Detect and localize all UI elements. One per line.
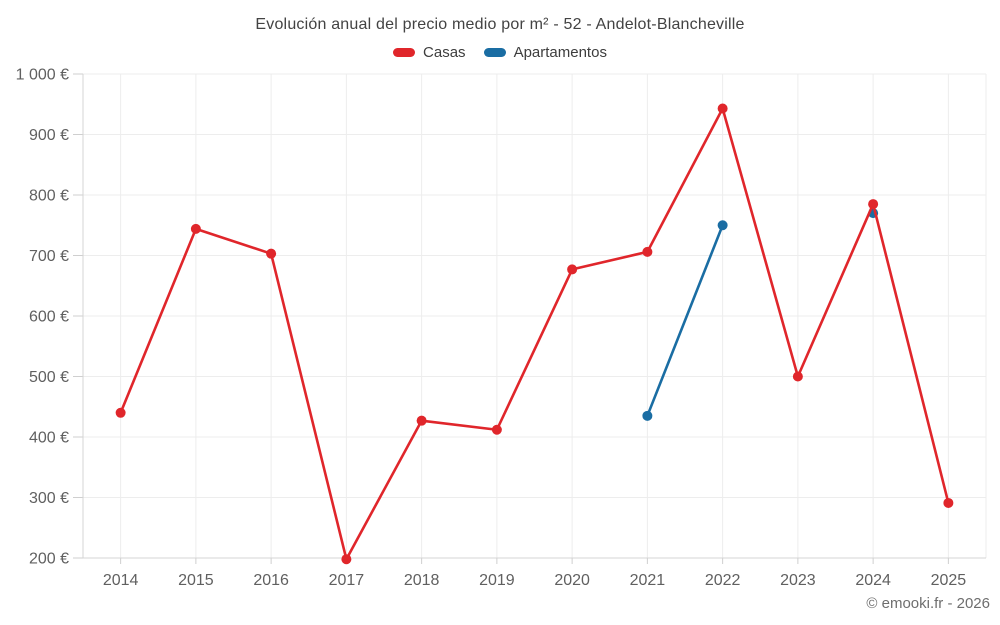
data-point-casas-2021[interactable] [642,246,653,257]
x-tick-label: 2017 [329,572,365,589]
data-point-casas-2017[interactable] [341,554,352,565]
data-point-casas-2016[interactable] [266,248,277,259]
x-tick-label: 2022 [705,572,741,589]
x-tick-label: 2015 [178,572,214,589]
y-tick-label: 500 € [29,369,69,386]
y-tick-label: 600 € [29,309,69,326]
data-point-casas-2019[interactable] [491,424,502,435]
copyright-text: © emooki.fr - 2026 [866,595,990,612]
legend-label-casas: Casas [423,44,466,61]
y-tick-label: 700 € [29,248,69,265]
casas-swatch-icon [393,48,416,57]
data-point-casas-2023[interactable] [792,371,803,382]
x-tick-label: 2020 [554,572,590,589]
data-point-casas-2014[interactable] [115,407,126,418]
x-tick-label: 2023 [780,572,816,589]
x-tick-label: 2025 [931,572,967,589]
data-point-casas-2018[interactable] [416,415,427,426]
x-tick-label: 2019 [479,572,515,589]
legend-item-casas[interactable]: Casas [393,44,466,61]
legend-label-apartamentos: Apartamentos [513,44,607,61]
x-tick-label: 2018 [404,572,440,589]
y-tick-label: 200 € [29,551,69,568]
apartamentos-swatch-icon [483,48,506,57]
y-tick-label: 400 € [29,430,69,447]
legend: Casas Apartamentos [0,44,1000,61]
y-tick-label: 300 € [29,490,69,507]
data-point-casas-2015[interactable] [190,223,201,234]
line-apartamentos [646,223,724,418]
x-tick-label: 2021 [630,572,666,589]
chart-title: Evolución anual del precio medio por m² … [255,16,745,33]
data-point-casas-2024[interactable] [868,199,879,210]
data-point-casas-2020[interactable] [567,264,578,275]
data-point-apartamentos-2021[interactable] [642,410,653,421]
y-tick-label: 800 € [29,188,69,205]
data-point-casas-2025[interactable] [943,497,954,508]
legend-item-apartamentos[interactable]: Apartamentos [483,44,607,61]
data-point-apartamentos-2022[interactable] [717,220,728,231]
x-tick-label: 2014 [103,572,139,589]
y-tick-label: 900 € [29,127,69,144]
line-casas [119,107,950,561]
x-tick-label: 2016 [253,572,289,589]
data-point-casas-2022[interactable] [717,103,728,114]
y-tick-label: 1 000 € [16,67,69,84]
x-tick-label: 2024 [855,572,891,589]
